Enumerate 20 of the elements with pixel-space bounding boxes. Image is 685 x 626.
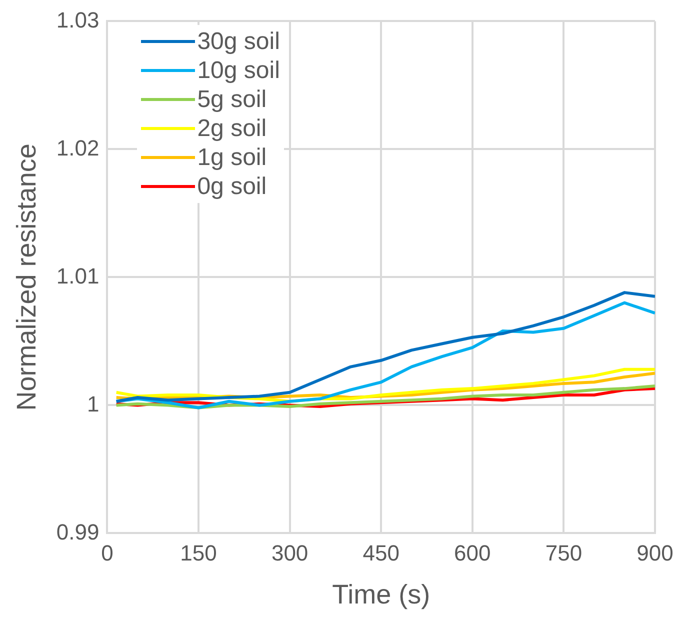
x-axis-title: Time (s) (332, 579, 430, 610)
y-tick-label: 1.03 (56, 7, 100, 32)
x-tick-label: 900 (636, 540, 674, 566)
y-tick-label: 1.01 (56, 263, 100, 288)
x-tick-label: 300 (271, 540, 308, 566)
x-tick-label: 450 (362, 540, 400, 566)
y-tick-label: 1.02 (56, 135, 100, 160)
legend-label: 1g soil (197, 144, 267, 172)
x-tick-label: 600 (454, 540, 491, 566)
y-tick-label: 1 (86, 391, 100, 416)
legend-label: 0g soil (197, 172, 267, 201)
legend-label: 2g soil (197, 114, 267, 143)
x-tick-label: 750 (545, 540, 582, 566)
legend-label: 30g soil (197, 28, 280, 56)
y-axis-title: Normalized resistance (12, 144, 42, 411)
legend-label: 10g soil (197, 56, 280, 85)
x-tick-label: 150 (180, 540, 217, 566)
x-tick-label: 0 (101, 540, 114, 566)
y-tick-label: 0.99 (56, 519, 100, 544)
legend-label: 5g soil (197, 86, 267, 114)
